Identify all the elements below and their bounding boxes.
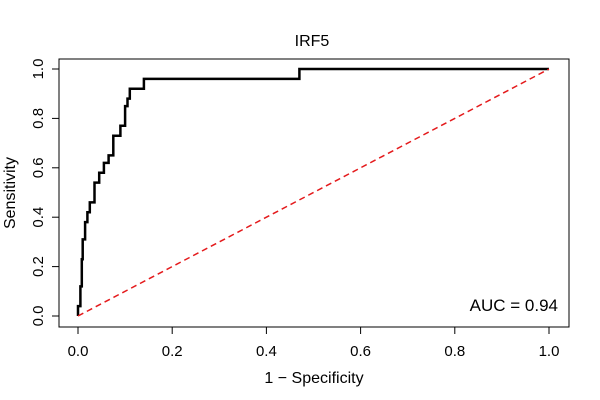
plot-box [58,58,570,328]
y-tick-label: 0.0 [30,306,47,327]
y-axis-label: Sensitivity [2,157,19,229]
x-tick-label: 0.4 [256,343,277,360]
series-layer [76,67,550,317]
y-tick-label: 1.0 [30,59,47,80]
x-tick-label: 0.6 [350,343,371,360]
x-tick-label: 0.0 [68,343,89,360]
auc-annotation: AUC = 0.94 [470,296,558,315]
x-tick-label: 1.0 [539,343,560,360]
y-tick-label: 0.6 [30,157,47,178]
y-axis: 0.0 0.2 0.4 0.6 0.8 1.0 [30,59,60,327]
x-axis-label: 1 − Specificity [264,370,363,387]
roc-curve-line [76,67,549,316]
x-tick-label: 0.2 [162,343,183,360]
y-tick-label: 0.8 [30,108,47,129]
x-axis: 0.0 0.2 0.4 0.6 0.8 1.0 [68,326,560,360]
reference-diagonal-line [77,68,550,317]
chart-title: IRF5 [295,33,330,50]
y-tick-label: 0.2 [30,256,47,277]
y-tick-label: 0.4 [30,207,47,228]
x-tick-label: 0.8 [444,343,465,360]
